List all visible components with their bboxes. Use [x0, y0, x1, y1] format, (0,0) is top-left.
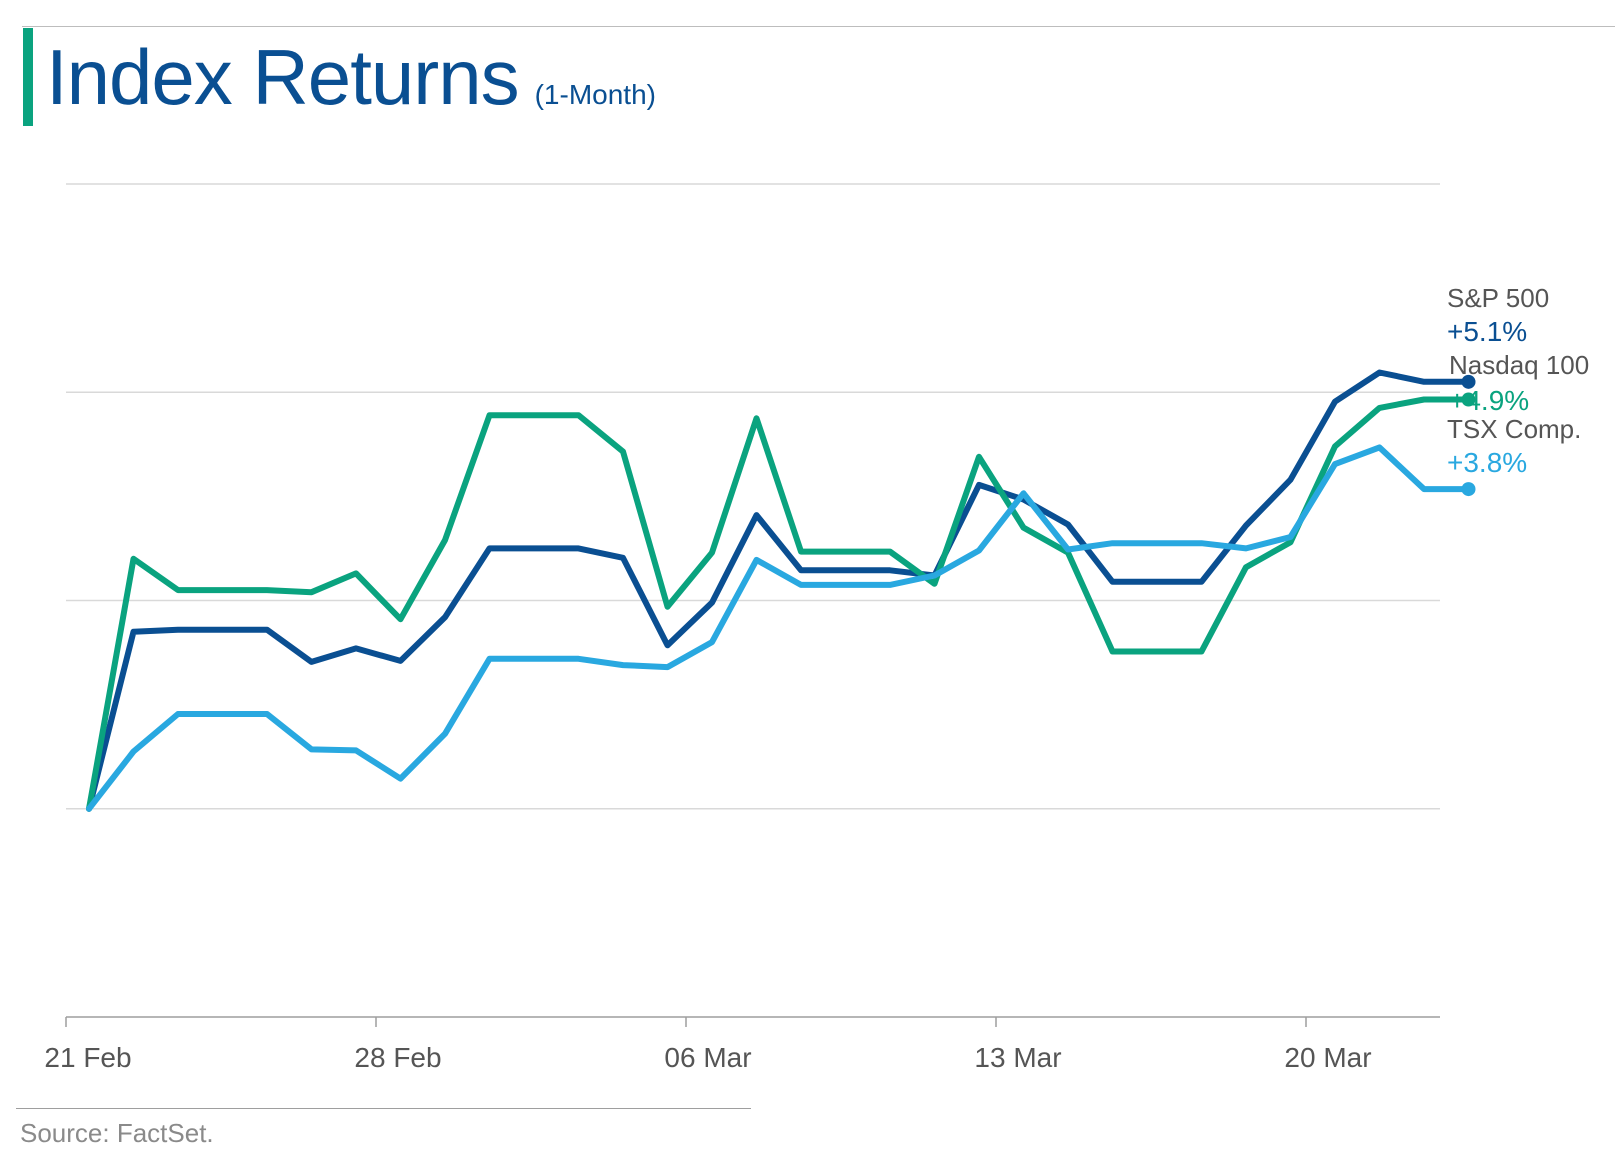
x-tick-label: 13 Mar [974, 1042, 1061, 1073]
x-tick-label: 20 Mar [1284, 1042, 1371, 1073]
x-tick-label: 06 Mar [664, 1042, 751, 1073]
x-tick-label: 28 Feb [354, 1042, 441, 1073]
series-lines [86, 369, 1476, 812]
series-end-marker-1 [1461, 392, 1476, 407]
legend-name-2: TSX Comp. [1447, 414, 1581, 444]
series-line-2 [86, 444, 1472, 812]
legend-name-1: Nasdaq 100 [1449, 350, 1589, 380]
end-labels: S&P 500+5.1%Nasdaq 100 +4.9%TSX Comp.+3.8… [1447, 283, 1589, 478]
legend-name-0: S&P 500 [1447, 283, 1549, 313]
top-rule [22, 26, 1615, 27]
legend-value-2: +3.8% [1447, 447, 1527, 478]
legend-value-0: +5.1% [1447, 316, 1527, 347]
series-end-marker-2 [1461, 482, 1476, 497]
legend-value-1: +4.9% [1449, 385, 1529, 416]
source-rule [16, 1108, 751, 1109]
source-note: Source: FactSet. [20, 1118, 214, 1148]
series-end-marker-0 [1461, 374, 1476, 389]
x-tick-label: 21 Feb [44, 1042, 131, 1073]
chart-title: Index Returns [46, 33, 520, 121]
title-block: Index Returns (1-Month) [46, 32, 656, 123]
grid-lines [66, 183, 1440, 810]
chart-subtitle: (1-Month) [534, 79, 656, 110]
x-axis: 21 Feb 28 Feb 06 Mar 13 Mar 20 Mar [44, 1016, 1440, 1073]
series-line-0 [86, 369, 1472, 812]
title-accent-bar [23, 28, 33, 126]
series-line-1 [86, 396, 1472, 812]
